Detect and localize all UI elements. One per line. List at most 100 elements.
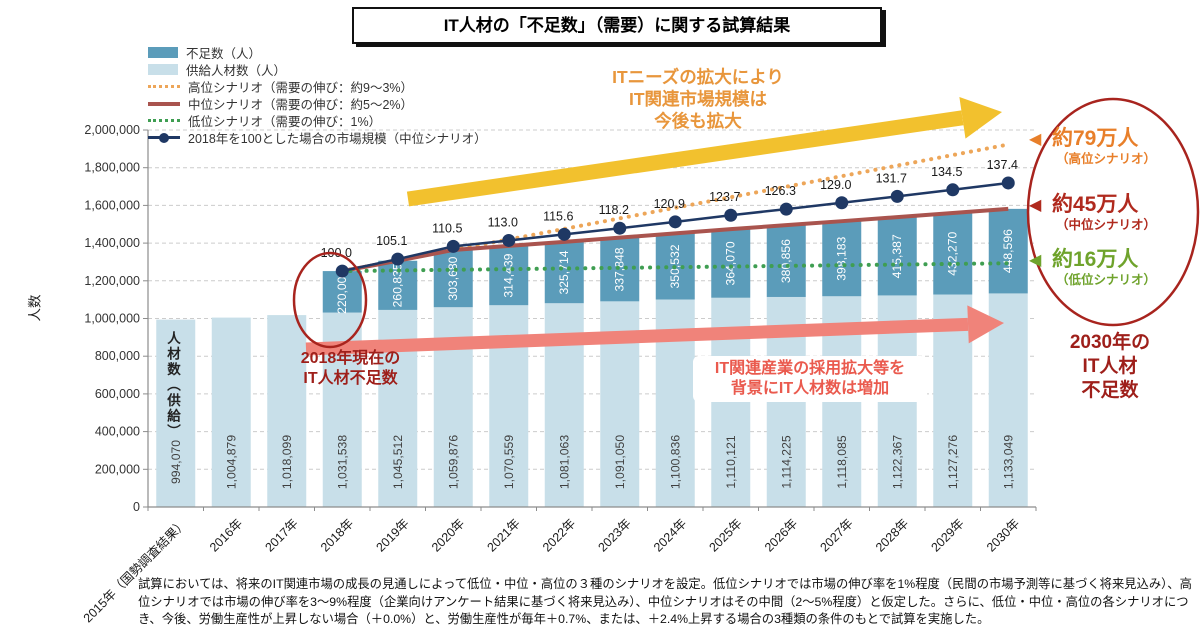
x-tick-label: 2022年 (540, 516, 578, 554)
legend-swatch-dotted (148, 119, 180, 122)
shortage-value-label: 260,835 (391, 263, 405, 307)
index-marker (668, 215, 682, 229)
index-value-label: 105.1 (376, 234, 407, 248)
x-tick-label: 2023年 (595, 516, 633, 554)
index-value-label: 129.0 (820, 178, 851, 192)
shortage-2030-high-label: 約79万人 (1052, 127, 1139, 150)
supply-value-label: 1,070,559 (502, 435, 516, 489)
legend-item: 2018年を100とした場合の市場規模（中位シナリオ） (148, 129, 487, 146)
triangle-left-icon: ◀ (1029, 252, 1042, 269)
legend-item-label: 不足数（人） (186, 47, 262, 61)
chart-title: IT人材の「不足数」（需要）に関する試算結果 (352, 7, 882, 44)
legend-swatch-solid (148, 101, 180, 106)
legend-item: 高位シナリオ（需要の伸び：約9～3%） (148, 78, 487, 95)
supply-value-label: 1,133,049 (1001, 435, 1015, 489)
index-marker (613, 221, 627, 235)
y-tick-label: 400,000 (95, 425, 140, 439)
supply-value-label: 994,070 (169, 440, 183, 484)
shortage-value-label: 314,439 (502, 253, 516, 297)
index-marker (557, 227, 571, 241)
x-tick-label: 2020年 (429, 516, 467, 554)
shortage-value-label: 448,596 (1001, 229, 1015, 273)
arrows-group (305, 97, 1004, 356)
talent-increase-annotation: IT関連産業の採用拡大等を 背景にIT人材数は増加 (693, 356, 927, 402)
y-tick-label: 1,000,000 (84, 312, 140, 326)
x-tick-label: 2027年 (817, 516, 855, 554)
index-value-label: 131.7 (876, 171, 907, 185)
x-tick-label: 2021年 (484, 516, 522, 554)
legend-item: 低位シナリオ（需要の伸び：1%） (148, 112, 487, 129)
y-tick-label: 1,600,000 (84, 198, 140, 212)
supply-value-label: 1,004,879 (224, 435, 238, 489)
shortage-value-label: 325,714 (557, 250, 571, 294)
supply-value-label: 1,127,276 (946, 435, 960, 489)
shortage-value-label: 415,387 (890, 234, 904, 278)
index-value-label: 110.5 (432, 221, 462, 235)
shortage-2030-mid-label: 約45万人 (1052, 193, 1139, 216)
legend-swatch-line-marker (148, 132, 180, 143)
index-value-label: 134.5 (931, 165, 962, 179)
bar-shortage (544, 241, 584, 304)
shortage-2030-high-sublabel: （高位シナリオ） (1056, 152, 1157, 166)
y-tick-label: 1,800,000 (84, 161, 140, 175)
x-tick-label: 2028年 (873, 516, 911, 554)
index-value-label: 113.0 (488, 215, 518, 229)
shortage-2030-low-label: 約16万人 (1052, 248, 1139, 271)
y-tick-label: 1,200,000 (84, 274, 140, 288)
legend-item-label: 2018年を100とした場合の市場規模（中位シナリオ） (188, 132, 487, 146)
index-value-label: 126.3 (765, 184, 796, 198)
x-tick-label: 2029年 (928, 516, 966, 554)
index-marker (779, 202, 793, 216)
shortage-value-label: 398,183 (835, 236, 849, 280)
shortage-value-label: 220,000 (335, 270, 349, 314)
highlight-group (292, 97, 1200, 349)
shortage-value-label: 380,856 (779, 239, 793, 283)
supply-value-label: 1,100,836 (668, 435, 682, 489)
index-value-label: 137.4 (987, 158, 1018, 172)
bar-supply (267, 315, 307, 507)
index-marker (391, 252, 405, 266)
bar-shortage (988, 208, 1028, 294)
legend-item: 中位シナリオ（需要の伸び：約5～2%） (148, 95, 487, 112)
bar-shortage (600, 237, 640, 302)
legend-item: 不足数（人） (148, 44, 487, 61)
bar-shortage (822, 221, 862, 297)
shortage-2030-low-sublabel: （低位シナリオ） (1056, 273, 1157, 287)
y-tick-label: 2,000,000 (84, 123, 140, 137)
bar-supply (988, 293, 1028, 507)
bar-shortage (489, 245, 529, 306)
y-tick-label: 0 (133, 500, 140, 514)
index-value-label: 118.2 (599, 203, 629, 217)
supply-value-label: 1,114,225 (779, 435, 793, 489)
legend-item-label: 供給人材数（人） (186, 64, 287, 78)
shortage-value-label: 303,680 (446, 256, 460, 300)
supply-value-label: 1,118,085 (835, 435, 849, 489)
y-tick-label: 1,400,000 (84, 236, 140, 250)
index-marker (1001, 176, 1015, 190)
x-tick-label: 2024年 (651, 516, 689, 554)
market-growth-arrow-head (959, 97, 1002, 139)
x-tick-label: 2017年 (262, 516, 300, 554)
supply-value-label: 1,122,367 (890, 435, 904, 489)
x-tick-label: 2019年 (373, 516, 411, 554)
index-value-label: 115.6 (543, 209, 573, 223)
index-value-label: 120.9 (654, 197, 685, 211)
index-marker (446, 239, 460, 253)
market-growth-arrow-shaft (406, 110, 964, 207)
legend-swatch-dotted (148, 85, 180, 88)
supply-value-label: 1,018,099 (280, 435, 294, 489)
legend-item: 供給人材数（人） (148, 61, 487, 78)
legend-item-label: 高位シナリオ（需要の伸び：約9～3%） (188, 81, 414, 95)
legend-swatch-bar (148, 64, 178, 75)
triangle-left-icon: ◀ (1029, 131, 1042, 148)
index-marker (890, 189, 904, 203)
bar-shortage (766, 225, 806, 297)
x-tick-label: 2018年 (318, 516, 356, 554)
legend-item-label: 中位シナリオ（需要の伸び：約5～2%） (188, 98, 414, 112)
bar-supply (211, 317, 251, 507)
low-scenario-line (340, 261, 1011, 274)
bar-shortage (933, 213, 973, 295)
talent-increase-arrow-shaft (305, 317, 969, 356)
